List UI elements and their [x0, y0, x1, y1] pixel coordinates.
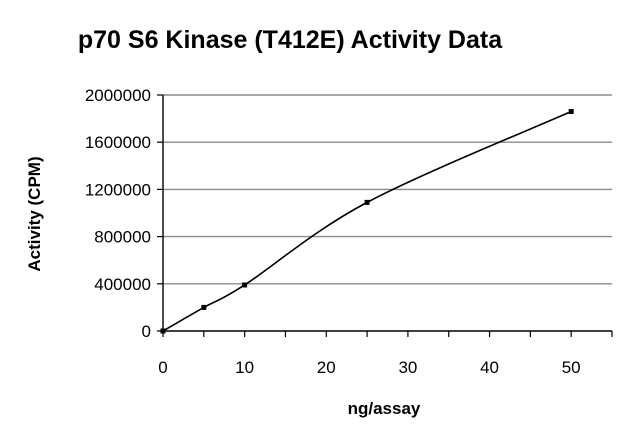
- data-point: [242, 282, 248, 288]
- data-point: [160, 328, 166, 334]
- x-tick-label: 10: [235, 358, 254, 377]
- axes: 0 400000 800000 1200000 1600000 2000000 0 10 20 3…: [85, 86, 613, 377]
- y-tick-label: 1600000: [85, 133, 151, 152]
- x-tick-label: 30: [398, 358, 417, 377]
- gridlines: [163, 94, 612, 285]
- x-tick-label: 0: [158, 358, 167, 377]
- y-tick-label: 400000: [94, 275, 151, 294]
- y-tick-label: 1200000: [85, 180, 151, 199]
- chart-title: p70 S6 Kinase (T412E) Activity Data: [78, 26, 503, 54]
- data-point: [201, 304, 207, 310]
- y-tick-label: 2000000: [85, 86, 151, 105]
- y-tick-label: 800000: [94, 228, 151, 247]
- y-tick-label: 0: [142, 322, 151, 341]
- x-tick-label: 20: [317, 358, 336, 377]
- x-tick-label: 50: [562, 358, 581, 377]
- x-tick-label: 40: [480, 358, 499, 377]
- series-line: [162, 110, 572, 332]
- y-axis-label: Activity (CPM): [25, 156, 44, 271]
- data-point: [568, 109, 574, 115]
- series-layer: [160, 109, 574, 334]
- x-axis-label: ng/assay: [348, 399, 421, 418]
- data-point: [364, 199, 370, 205]
